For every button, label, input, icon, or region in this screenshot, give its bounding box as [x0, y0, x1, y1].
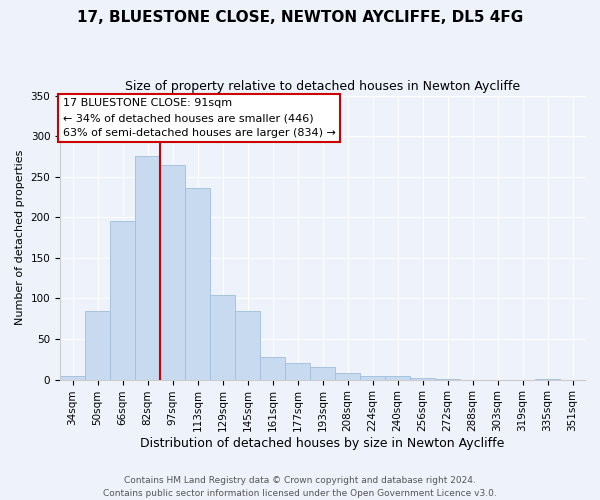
Bar	[435, 379, 460, 380]
Bar	[535, 379, 560, 380]
Bar	[210, 295, 235, 380]
Bar	[85, 312, 110, 380]
Bar	[60, 376, 85, 380]
Bar	[185, 188, 210, 380]
Bar	[285, 364, 310, 380]
Bar	[235, 312, 260, 380]
Bar	[410, 378, 435, 380]
Text: Contains HM Land Registry data © Crown copyright and database right 2024.
Contai: Contains HM Land Registry data © Crown c…	[103, 476, 497, 498]
Bar	[360, 376, 385, 380]
Text: 17, BLUESTONE CLOSE, NEWTON AYCLIFFE, DL5 4FG: 17, BLUESTONE CLOSE, NEWTON AYCLIFFE, DL…	[77, 10, 523, 25]
Bar	[260, 357, 285, 380]
Bar	[135, 156, 160, 380]
Bar	[385, 376, 410, 380]
X-axis label: Distribution of detached houses by size in Newton Aycliffe: Distribution of detached houses by size …	[140, 437, 505, 450]
Bar	[110, 220, 135, 380]
Bar	[160, 164, 185, 380]
Title: Size of property relative to detached houses in Newton Aycliffe: Size of property relative to detached ho…	[125, 80, 520, 93]
Bar	[335, 373, 360, 380]
Text: 17 BLUESTONE CLOSE: 91sqm
← 34% of detached houses are smaller (446)
63% of semi: 17 BLUESTONE CLOSE: 91sqm ← 34% of detac…	[62, 98, 335, 138]
Y-axis label: Number of detached properties: Number of detached properties	[15, 150, 25, 326]
Bar	[310, 366, 335, 380]
